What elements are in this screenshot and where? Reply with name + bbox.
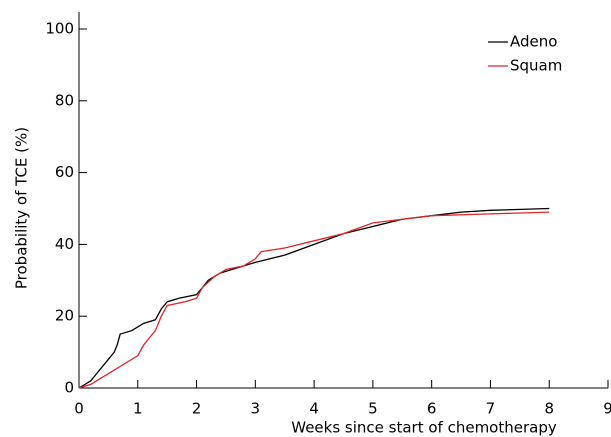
y-tick-label: 100: [45, 20, 74, 38]
x-tick-label: 6: [427, 400, 437, 418]
series-line: [78, 207, 550, 389]
legend-label: Squam: [510, 57, 562, 75]
x-tick-label: 5: [368, 400, 378, 418]
y-tick-label: 40: [55, 235, 74, 253]
x-tick-label: 7: [486, 400, 496, 418]
y-tick-label: 0: [64, 379, 74, 397]
y-tick-label: 20: [55, 307, 74, 325]
x-tick-label: 8: [544, 400, 554, 418]
x-tick-label: 0: [74, 400, 84, 418]
y-tick-label: 60: [55, 163, 74, 181]
x-tick-label: 1: [133, 400, 143, 418]
y-tick-label: 80: [55, 91, 74, 109]
x-tick-label: 9: [603, 400, 611, 418]
series-line: [78, 211, 550, 389]
x-tick-label: 4: [309, 400, 319, 418]
x-tick-label: 2: [192, 400, 202, 418]
x-tick-label: 3: [251, 400, 261, 418]
legend-label: Adeno: [510, 33, 557, 51]
x-axis-label: Weeks since start of chemotherapy: [291, 419, 557, 437]
y-axis-label: Probability of TCE (%): [13, 127, 31, 289]
